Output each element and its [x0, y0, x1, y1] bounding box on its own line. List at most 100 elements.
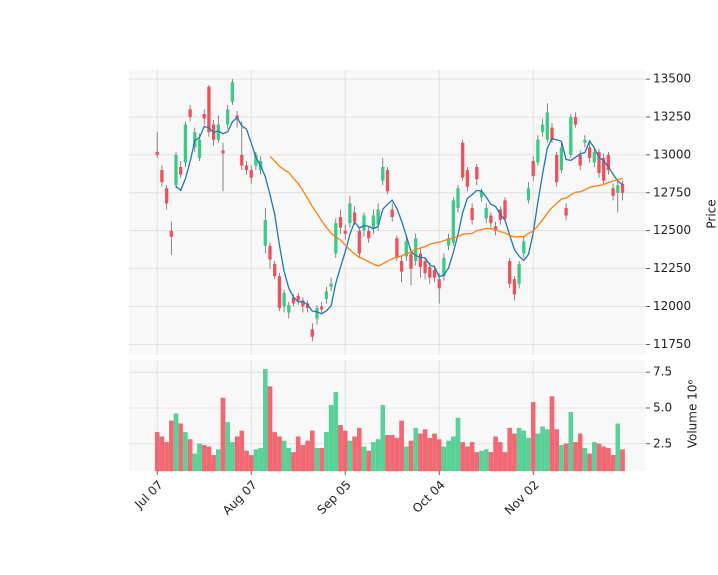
candle-body	[526, 188, 531, 201]
volume-bar	[521, 430, 527, 472]
candle-body	[385, 170, 390, 192]
candle-body	[503, 200, 507, 219]
volume-bar	[488, 452, 494, 472]
volume-bar	[615, 423, 621, 472]
volume-bar	[474, 452, 480, 472]
volume-bar	[451, 436, 456, 472]
y-tick-label: 11750	[653, 337, 691, 351]
candle-body	[531, 160, 535, 177]
volume-bar	[248, 455, 254, 472]
y-tick-label: 13000	[653, 147, 691, 161]
volume-bar	[295, 436, 301, 472]
candle-body	[602, 157, 606, 181]
volume-bar	[281, 440, 287, 472]
volume-bar	[286, 447, 292, 472]
volume-bar	[333, 392, 339, 472]
candle-body	[179, 167, 183, 175]
candle-body	[174, 154, 178, 186]
candle-body	[296, 295, 300, 301]
volume-bar	[493, 436, 498, 472]
candle-body	[282, 292, 286, 307]
volume-bar	[573, 442, 578, 472]
volume-bar	[427, 437, 433, 472]
volume-bar	[549, 396, 555, 472]
volume-bar	[234, 436, 240, 472]
candle-body	[592, 151, 596, 163]
candle-body	[475, 167, 479, 180]
candle-body	[207, 86, 211, 133]
volume-bar	[385, 435, 390, 472]
volume-bar	[601, 446, 606, 472]
candle-body	[418, 253, 423, 268]
volume-bar	[507, 427, 512, 472]
candle-body	[221, 150, 225, 154]
candle-body	[155, 151, 159, 155]
volume-bar	[582, 447, 588, 472]
volume-bar	[389, 435, 395, 472]
volume-bar	[328, 404, 334, 472]
volume-bar	[559, 445, 564, 472]
volume-bar	[267, 386, 273, 472]
candle-body	[484, 207, 488, 219]
volume-bar	[253, 449, 259, 472]
volume-bar	[441, 446, 447, 472]
candle-body	[578, 154, 582, 166]
candle-body	[432, 270, 437, 278]
volume-bar	[239, 430, 245, 472]
volume-bar	[164, 442, 169, 472]
candle-body	[338, 217, 343, 228]
volume-bar	[192, 453, 198, 472]
volume-bar	[502, 452, 508, 472]
candle-body	[334, 223, 338, 254]
candle-body	[188, 109, 192, 117]
x-tick-label: Oct 04	[410, 478, 448, 516]
candle-body	[517, 264, 521, 284]
candle-body	[555, 154, 559, 183]
candle-body	[301, 300, 305, 307]
candle-body	[324, 291, 329, 299]
volume-bar	[211, 455, 216, 472]
volume-bar	[314, 447, 320, 472]
volume-bar	[408, 440, 414, 472]
x-tick-label: Sep 05	[314, 478, 353, 517]
volume-bar	[483, 449, 489, 472]
candle-body	[564, 207, 568, 216]
candle-body	[273, 264, 277, 277]
candle-body	[287, 304, 291, 313]
volume-bar	[460, 442, 465, 472]
candle-body	[381, 167, 385, 181]
candle-body	[197, 139, 202, 158]
candle-body	[437, 279, 441, 289]
candle-body	[320, 306, 324, 310]
candle-body	[183, 124, 188, 163]
candle-body	[493, 226, 498, 231]
grid	[129, 70, 646, 471]
candle-body	[587, 147, 592, 158]
volume-bar	[446, 440, 451, 472]
volume-bar	[371, 442, 376, 472]
candle-body	[348, 203, 352, 224]
candle-body	[573, 116, 578, 125]
candle-body	[442, 257, 446, 277]
candle-body	[465, 170, 470, 187]
volume-bar	[418, 433, 423, 472]
volume-bar	[540, 426, 545, 472]
candle-body	[249, 170, 253, 178]
volume-bar	[173, 413, 179, 472]
volume-bar	[526, 437, 531, 472]
candle-body	[226, 109, 230, 125]
volume-bar	[455, 417, 461, 472]
candle-body	[254, 154, 258, 166]
volume-bar	[324, 432, 329, 472]
candle-body	[522, 241, 526, 254]
candle-body	[540, 124, 545, 133]
volume-bar	[545, 429, 550, 472]
y-tick-label: 12500	[653, 223, 691, 237]
candle-body	[550, 127, 554, 140]
volume-bar	[347, 440, 353, 472]
y-tick-label: 12000	[653, 299, 691, 313]
candle-body	[620, 183, 625, 193]
volume-bar	[479, 450, 484, 472]
candle-body	[461, 142, 465, 178]
